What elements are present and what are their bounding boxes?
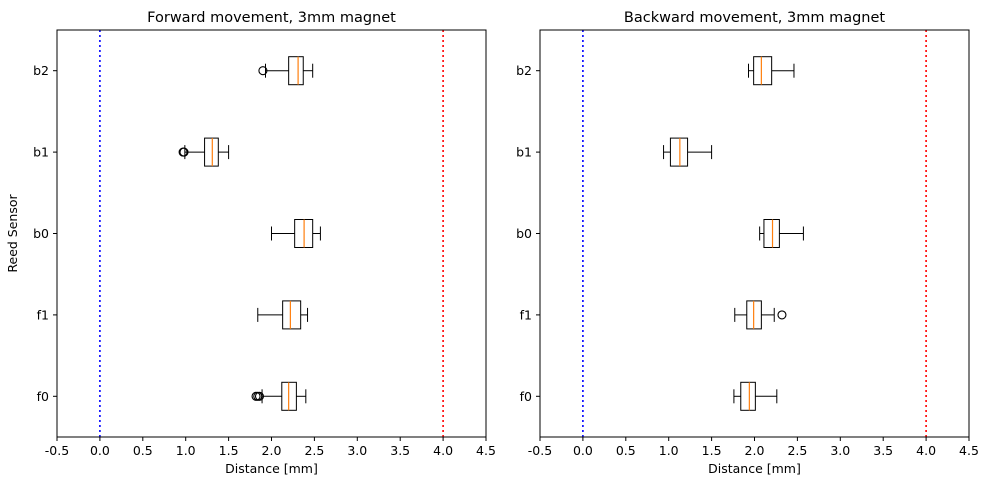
x-tick-label: 1.5 — [702, 443, 722, 458]
box-b1 — [178, 137, 230, 167]
y-tick-label: b1 — [516, 145, 532, 160]
box-body-b1 — [204, 137, 219, 167]
outlier-f0 — [254, 391, 265, 401]
outlier-b2 — [258, 66, 268, 76]
y-tick-label: b1 — [33, 145, 49, 160]
x-tick-label: 2.5 — [787, 443, 807, 458]
x-tick-label: 0.0 — [573, 443, 593, 458]
x-tick-label: 0.0 — [90, 443, 110, 458]
x-tick-label: 2.0 — [745, 443, 765, 458]
box-body-f0 — [740, 381, 756, 411]
x-tick-label: 4.5 — [476, 443, 496, 458]
box-b0 — [271, 219, 321, 248]
box-b0 — [759, 219, 804, 248]
left-chart-panel: -0.5 0.0 0.5 1.0 1.5 2.0 2.5 3.0 3.5 4.0 4.5 f0 f1 b0… — [5, 10, 496, 476]
box-body-b2 — [753, 56, 773, 86]
x-tick-label: 1.5 — [219, 443, 239, 458]
box-f1 — [257, 300, 309, 330]
x-tick-label: 4.5 — [959, 443, 979, 458]
box-f1 — [734, 300, 787, 330]
box-body-f1 — [282, 300, 302, 330]
x-tick-label: 3.5 — [390, 443, 410, 458]
box-body-b0 — [763, 219, 780, 248]
y-tick-label: f0 — [37, 389, 49, 404]
x-tick-label: 3.0 — [830, 443, 850, 458]
x-axis-label: Distance [mm] — [708, 461, 801, 476]
x-tick-label: 4.0 — [916, 443, 936, 458]
outlier-f1 — [777, 310, 787, 320]
x-tick-label: 4.0 — [433, 443, 453, 458]
y-tick-label: f0 — [520, 389, 532, 404]
x-tick-label: 2.5 — [304, 443, 324, 458]
x-tick-label: 3.5 — [873, 443, 893, 458]
right-chart-panel: -0.5 0.0 0.5 1.0 1.5 2.0 2.5 3.0 3.5 4.0 4.5 f0 f1 b0… — [516, 10, 979, 476]
chart-title: Forward movement, 3mm magnet — [147, 10, 396, 26]
y-tick-label: b2 — [516, 63, 532, 78]
box-b1 — [663, 137, 713, 167]
box-f0 — [251, 381, 307, 411]
box-body-b1 — [669, 137, 689, 167]
y-axis-label: Reed Sensor — [5, 194, 20, 273]
x-tick-label: 2.0 — [262, 443, 282, 458]
x-axis-label: Distance [mm] — [225, 461, 318, 476]
x-tick-label: 1.0 — [659, 443, 679, 458]
y-tick-label: b0 — [516, 226, 532, 241]
y-tick-label: f1 — [520, 307, 532, 322]
x-tick-label: -0.5 — [45, 443, 69, 458]
box-b2 — [258, 56, 314, 86]
x-tick-label: 3.0 — [347, 443, 367, 458]
box-body-b2 — [288, 56, 304, 86]
x-tick-label: 0.5 — [133, 443, 153, 458]
outlier-b1 — [179, 147, 189, 157]
plot-frame — [539, 29, 970, 438]
y-tick-label: b2 — [33, 63, 49, 78]
x-tick-label: -0.5 — [528, 443, 552, 458]
x-tick-label: 1.0 — [176, 443, 196, 458]
y-tick-label: f1 — [37, 307, 49, 322]
box-f0 — [733, 381, 778, 411]
chart-title: Backward movement, 3mm magnet — [624, 10, 886, 26]
y-tick-label: b0 — [33, 226, 49, 241]
x-tick-label: 0.5 — [616, 443, 636, 458]
box-b2 — [747, 56, 795, 86]
